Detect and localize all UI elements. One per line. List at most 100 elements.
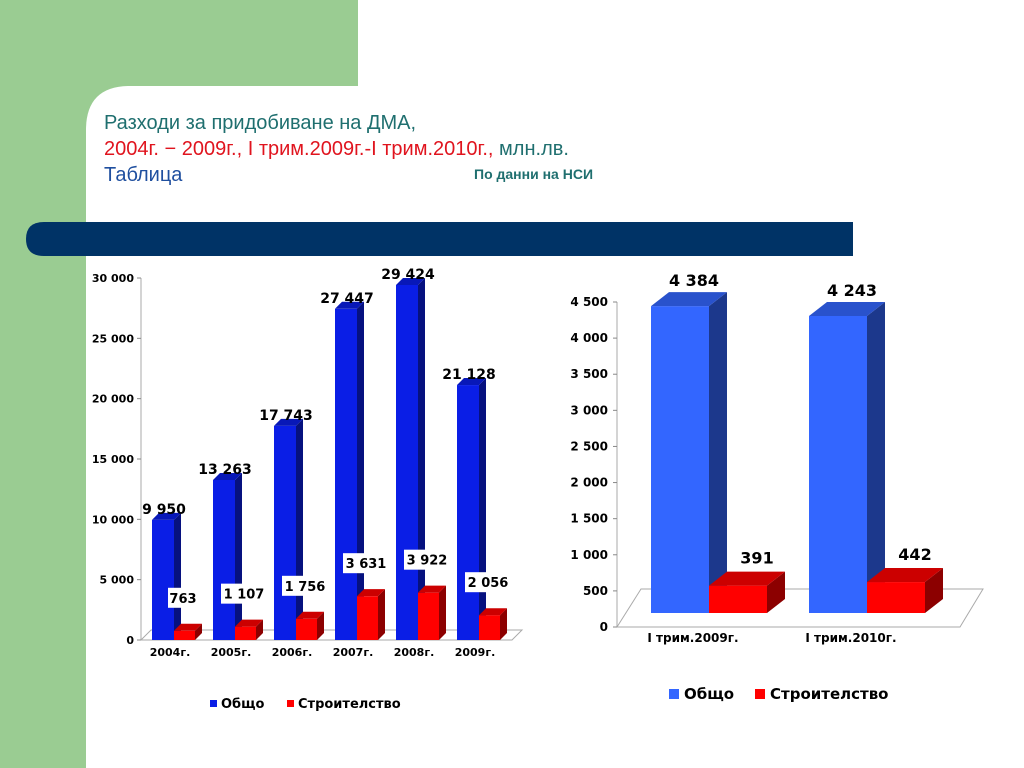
x-category-label: 2008г. xyxy=(394,646,435,659)
bar-stroitelstvo-front xyxy=(709,585,767,613)
x-category-label: I трим.2009г. xyxy=(647,631,738,645)
bar-stroitelstvo-top xyxy=(867,568,943,583)
y-tick-label: 500 xyxy=(583,584,608,598)
bar-obshto-side xyxy=(418,277,425,640)
bar-stroitelstvo-front xyxy=(174,630,195,640)
bar-obshto-top xyxy=(651,292,727,307)
y-tick-label: 1 000 xyxy=(570,548,608,562)
data-label-obshto: 29 424 xyxy=(381,267,435,283)
bar-obshto-front xyxy=(651,306,709,613)
title-unit: млн.лв. xyxy=(493,138,569,160)
data-label-stroitelstvo: 763 xyxy=(169,592,196,607)
bar-stroitelstvo xyxy=(174,623,202,640)
bar-obshto-front xyxy=(152,519,174,640)
bar-stroitelstvo xyxy=(235,619,263,640)
bar-stroitelstvo-side xyxy=(767,571,785,613)
y-tick-label: 2 000 xyxy=(570,476,608,490)
bar-obshto-top xyxy=(335,301,364,309)
bar-stroitelstvo-side xyxy=(439,585,446,640)
y-tick-label: 3 000 xyxy=(570,403,608,417)
data-label-stroitelstvo: 1 107 xyxy=(224,588,265,603)
data-label-bg xyxy=(465,572,511,593)
bar-obshto-top xyxy=(152,512,181,520)
bar-obshto-top xyxy=(457,378,486,386)
bar-stroitelstvo xyxy=(709,571,785,613)
y-tick-label: 10 000 xyxy=(92,513,134,526)
bar-stroitelstvo-front xyxy=(235,626,256,640)
bar-obshto xyxy=(809,301,885,613)
bar-stroitelstvo xyxy=(418,585,446,640)
x-category-label: 2006г. xyxy=(272,646,313,659)
data-label-stroitelstvo: 2 056 xyxy=(468,576,509,591)
data-label-bg xyxy=(221,583,267,604)
bar-stroitelstvo-front xyxy=(296,618,317,640)
data-label-obshto: 4 384 xyxy=(669,271,719,290)
bar-stroitelstvo-front xyxy=(867,582,925,613)
legend-swatch-obshto xyxy=(210,700,217,707)
bar-obshto-front xyxy=(809,315,867,613)
bar-stroitelstvo-top xyxy=(235,619,263,627)
data-label-stroitelstvo: 3 631 xyxy=(346,557,387,572)
data-label-obshto: 21 128 xyxy=(442,367,496,383)
bar-stroitelstvo-side xyxy=(378,589,385,640)
data-label-bg xyxy=(404,549,450,570)
bar-obshto-top xyxy=(274,418,303,426)
data-label-stroitelstvo: 3 922 xyxy=(407,554,448,569)
bar-obshto-side xyxy=(867,301,885,613)
bar-stroitelstvo xyxy=(296,611,324,640)
bar-obshto-top xyxy=(213,472,242,480)
bar-obshto-top xyxy=(396,277,425,285)
legend-swatch-stroitelstvo xyxy=(755,689,765,699)
bar-stroitelstvo-front xyxy=(357,596,378,640)
y-tick-label: 0 xyxy=(600,620,608,634)
bar-stroitelstvo-front xyxy=(418,592,439,640)
source-note: По данни на НСИ xyxy=(474,166,593,182)
bar-stroitelstvo-top xyxy=(418,585,446,593)
title-period: 2004г. − 2009г., I трим.2009г.-I трим.20… xyxy=(104,138,494,160)
bar-stroitelstvo-side xyxy=(256,619,263,640)
x-category-label: 2004г. xyxy=(150,646,191,659)
y-tick-label: 25 000 xyxy=(92,332,134,345)
title-line-2: 2004г. − 2009г., I трим.2009г.-I трим.20… xyxy=(104,136,569,162)
legend-label-obshto: Общо xyxy=(221,697,264,712)
data-label-stroitelstvo: 1 756 xyxy=(285,580,326,595)
data-label-obshto: 17 743 xyxy=(259,408,313,424)
bar-stroitelstvo-side xyxy=(195,623,202,640)
bar-stroitelstvo-top xyxy=(479,608,507,616)
x-category-label: 2007г. xyxy=(333,646,374,659)
chart-floor xyxy=(616,588,984,628)
navy-divider-bar xyxy=(26,222,853,256)
data-label-stroitelstvo: 391 xyxy=(740,549,773,568)
bar-stroitelstvo-front xyxy=(479,615,500,640)
x-category-label: I трим.2010г. xyxy=(805,631,896,645)
y-tick-label: 1 500 xyxy=(570,512,608,526)
bar-obshto-side xyxy=(174,512,181,640)
y-tick-label: 3 500 xyxy=(570,367,608,381)
legend-label-stroitelstvo: Строителство xyxy=(770,685,889,703)
y-tick-label: 4 500 xyxy=(570,295,608,309)
x-category-label: 2009г. xyxy=(455,646,496,659)
legend-swatch-stroitelstvo xyxy=(287,700,294,707)
white-content-panel xyxy=(86,86,1024,768)
y-tick-label: 0 xyxy=(126,634,134,647)
data-label-obshto: 4 243 xyxy=(827,281,877,300)
bar-stroitelstvo xyxy=(357,589,385,640)
legend-label-stroitelstvo: Строителство xyxy=(298,697,401,712)
title-line-3: Таблица xyxy=(104,164,183,186)
legend-swatch-obshto xyxy=(669,689,679,699)
bar-stroitelstvo-side xyxy=(317,611,324,640)
y-tick-label: 5 000 xyxy=(100,574,135,587)
data-label-obshto: 27 447 xyxy=(320,291,374,307)
chart-floor xyxy=(139,629,524,641)
data-label-bg xyxy=(168,587,198,608)
y-tick-label: 4 000 xyxy=(570,331,608,345)
bar-stroitelstvo-top xyxy=(357,589,385,597)
x-category-label: 2005г. xyxy=(211,646,252,659)
bar-stroitelstvo-top xyxy=(174,623,202,631)
bar-stroitelstvo xyxy=(867,568,943,613)
bar-obshto-top xyxy=(809,301,885,316)
bar-obshto xyxy=(152,512,181,640)
